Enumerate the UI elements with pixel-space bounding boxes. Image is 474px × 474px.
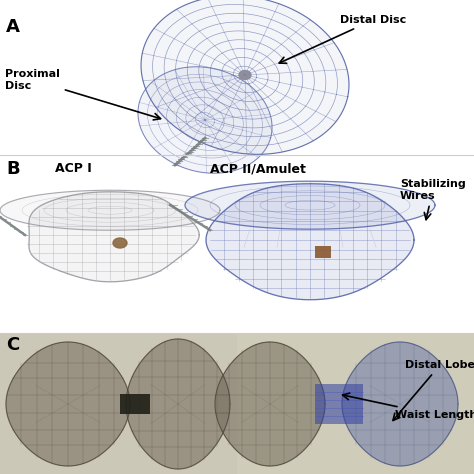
- Ellipse shape: [113, 238, 127, 248]
- Ellipse shape: [239, 71, 251, 80]
- Polygon shape: [342, 342, 458, 466]
- Text: Stabilizing
Wires: Stabilizing Wires: [400, 179, 466, 219]
- Bar: [315, 246, 331, 258]
- Polygon shape: [138, 67, 272, 173]
- Polygon shape: [185, 181, 435, 229]
- Bar: [0, 333, 237, 474]
- Text: ACP I: ACP I: [55, 162, 92, 175]
- Bar: [0, 0, 474, 175]
- Polygon shape: [6, 342, 130, 466]
- Text: Distal Lobe: Distal Lobe: [393, 360, 474, 420]
- Polygon shape: [206, 184, 414, 300]
- Bar: [0, 155, 474, 340]
- Text: Proximal
Disc: Proximal Disc: [5, 69, 161, 120]
- Text: ACP II/Amulet: ACP II/Amulet: [210, 162, 306, 175]
- Polygon shape: [141, 0, 349, 155]
- Polygon shape: [29, 192, 199, 282]
- Polygon shape: [215, 342, 325, 466]
- Bar: [0, 333, 474, 474]
- Bar: [120, 394, 150, 414]
- Text: Waist Length: Waist Length: [343, 393, 474, 420]
- Polygon shape: [126, 339, 230, 469]
- Text: A: A: [6, 18, 20, 36]
- Bar: [237, 333, 474, 474]
- Text: Distal Disc: Distal Disc: [279, 15, 406, 64]
- Polygon shape: [0, 190, 220, 230]
- Text: B: B: [6, 160, 19, 178]
- Bar: [315, 384, 363, 424]
- Text: C: C: [6, 336, 19, 354]
